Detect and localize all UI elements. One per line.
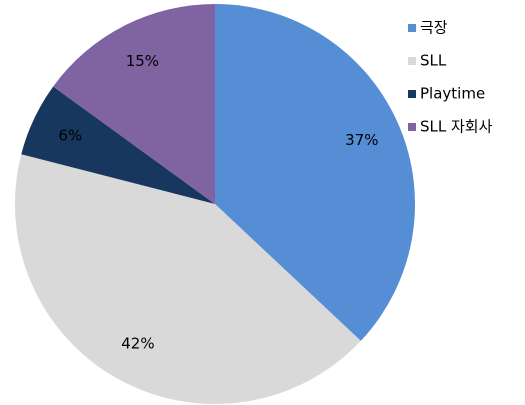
data-label: 15%	[126, 52, 159, 70]
pie-slice	[14, 154, 361, 404]
legend-label: Playtime	[420, 85, 485, 103]
legend-label: SLL 자회사	[420, 118, 493, 136]
pie-slice	[21, 86, 215, 204]
pie-slice	[53, 4, 216, 204]
data-label: 37%	[345, 131, 378, 149]
legend-swatch	[408, 57, 416, 65]
legend-label: SLL	[420, 52, 447, 70]
data-label: 6%	[58, 126, 82, 144]
legend-swatch	[408, 24, 416, 32]
data-label: 42%	[121, 335, 154, 353]
legend-swatch	[408, 90, 416, 98]
legend-swatch	[408, 123, 416, 131]
legend-label: 극장	[420, 19, 448, 37]
pie-slice	[215, 4, 415, 341]
